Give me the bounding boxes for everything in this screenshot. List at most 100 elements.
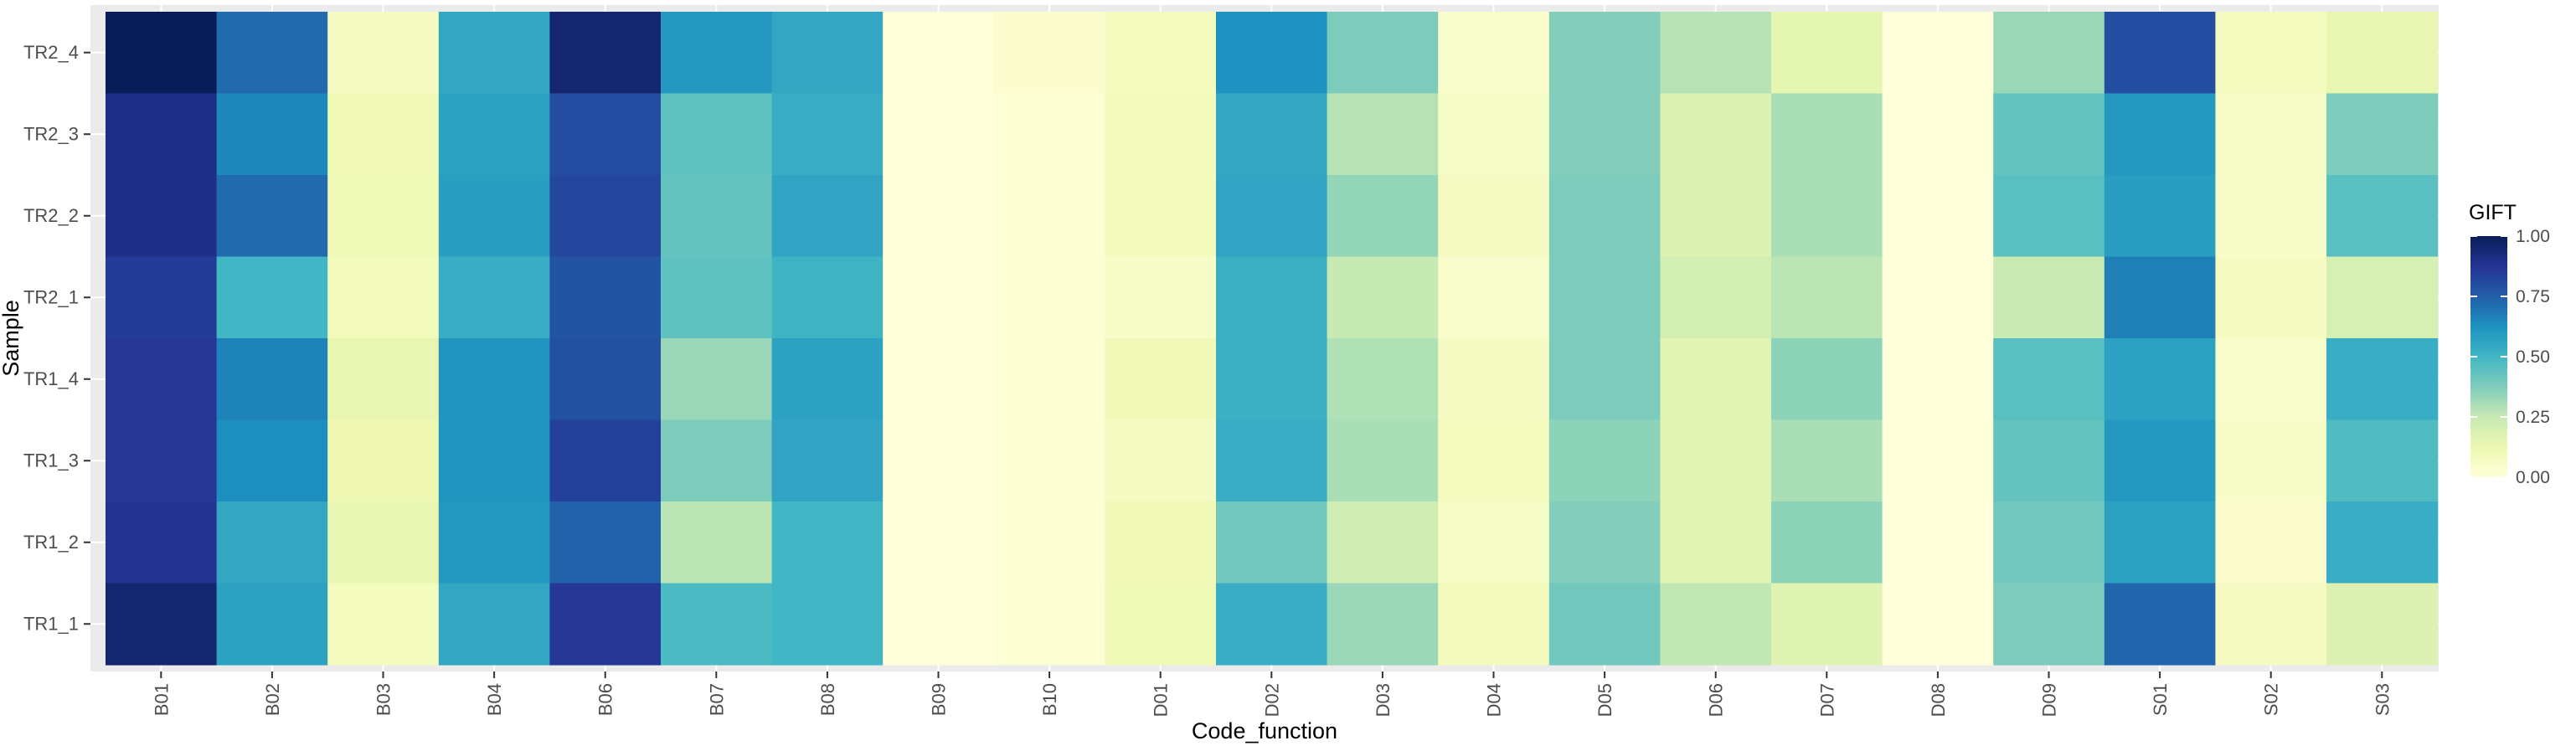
heatmap-cell-TR2_3-B08 xyxy=(771,93,884,176)
heatmap-cell-TR2_3-S03 xyxy=(2326,93,2439,176)
heatmap-cell-TR2_4-D06 xyxy=(1660,12,1772,95)
heatmap-cell-TR2_4-D04 xyxy=(1438,12,1550,95)
x-tick-label-D03: D03 xyxy=(1373,683,1394,717)
heatmap-cell-TR2_4-B06 xyxy=(549,12,662,95)
heatmap-cell-TR1_4-B01 xyxy=(106,338,218,421)
heatmap-cell-TR2_2-S01 xyxy=(2104,175,2216,258)
heatmap-cell-TR1_4-D01 xyxy=(1105,338,1217,421)
heatmap-cell-TR2_2-D03 xyxy=(1327,175,1439,258)
heatmap-cell-TR1_1-B01 xyxy=(106,583,218,666)
heatmap-cell-TR1_3-B07 xyxy=(661,419,773,502)
heatmap-cell-TR1_2-B10 xyxy=(993,502,1105,584)
heatmap-cell-TR2_1-S01 xyxy=(2104,256,2216,339)
heatmap-cell-TR2_4-D03 xyxy=(1327,12,1439,95)
y-tick-label-TR2_4: TR2_4 xyxy=(23,42,79,63)
x-tick-label-D08: D08 xyxy=(1928,683,1949,717)
heatmap-cell-TR2_2-B01 xyxy=(106,175,218,258)
y-tick-label-TR1_3: TR1_3 xyxy=(23,450,79,471)
heatmap-cell-TR1_3-B03 xyxy=(327,419,440,502)
heatmap-cell-TR1_3-S01 xyxy=(2104,419,2216,502)
heatmap-cell-TR1_3-D09 xyxy=(1993,419,2105,502)
heatmap-cell-TR2_1-D07 xyxy=(1771,256,1883,339)
heatmap-cell-TR2_2-D07 xyxy=(1771,175,1883,258)
heatmap-cell-TR1_4-B07 xyxy=(661,338,773,421)
heatmap-cell-TR1_4-D04 xyxy=(1438,338,1550,421)
heatmap-cell-TR2_4-D08 xyxy=(1882,12,1994,95)
heatmap-cell-TR2_4-B08 xyxy=(771,12,884,95)
heatmap-cell-TR2_3-B01 xyxy=(106,93,218,176)
heatmap-cell-TR2_1-B04 xyxy=(438,256,550,339)
heatmap-cell-TR2_4-D07 xyxy=(1771,12,1883,95)
heatmap-cell-TR2_2-B10 xyxy=(993,175,1105,258)
heatmap-cell-TR2_3-D07 xyxy=(1771,93,1883,176)
heatmap-cell-TR1_1-B02 xyxy=(216,583,328,666)
heatmap-cell-TR1_3-D03 xyxy=(1327,419,1439,502)
x-tick-label-D06: D06 xyxy=(1706,683,1727,717)
heatmap-cell-TR2_4-D01 xyxy=(1105,12,1217,95)
heatmap-cell-TR2_3-D05 xyxy=(1548,93,1661,176)
heatmap-cell-TR2_4-B04 xyxy=(438,12,550,95)
heatmap-cell-TR1_4-B10 xyxy=(993,338,1105,421)
heatmap-cell-TR2_2-B08 xyxy=(771,175,884,258)
heatmap-cell-TR2_3-D01 xyxy=(1105,93,1217,176)
x-tick-label-S03: S03 xyxy=(2372,683,2393,716)
x-tick-label-B08: B08 xyxy=(817,683,838,716)
x-tick-label-D05: D05 xyxy=(1595,683,1615,717)
heatmap-cell-TR1_1-D06 xyxy=(1660,583,1772,666)
heatmap-cell-TR2_3-B07 xyxy=(661,93,773,176)
heatmap-cell-TR2_1-D06 xyxy=(1660,256,1772,339)
x-tick-label-D04: D04 xyxy=(1484,683,1505,717)
heatmap-cell-TR2_1-B09 xyxy=(883,256,995,339)
heatmap-cell-TR2_3-D08 xyxy=(1882,93,1994,176)
heatmap-cell-TR1_1-D08 xyxy=(1882,583,1994,666)
x-axis-title: Code_function xyxy=(1192,718,1337,743)
x-tick-label-B04: B04 xyxy=(484,683,505,716)
heatmap-cell-TR1_1-B04 xyxy=(438,583,550,666)
heatmap-cell-TR1_2-B04 xyxy=(438,502,550,584)
heatmap-cell-TR1_2-B02 xyxy=(216,502,328,584)
heatmap-cell-TR2_4-B02 xyxy=(216,12,328,95)
heatmap-cell-TR1_4-D07 xyxy=(1771,338,1883,421)
heatmap-cell-TR1_2-D08 xyxy=(1882,502,1994,584)
heatmap-cell-TR1_3-B06 xyxy=(549,419,662,502)
heatmap-cell-TR1_4-S01 xyxy=(2104,338,2216,421)
y-axis-title: Sample xyxy=(0,300,23,377)
heatmap-cell-TR1_3-B04 xyxy=(438,419,550,502)
heatmap-cell-TR2_1-D02 xyxy=(1216,256,1328,339)
y-tick-label-TR2_2: TR2_2 xyxy=(23,205,79,226)
heatmap-cell-TR2_2-D06 xyxy=(1660,175,1772,258)
heatmap-cell-TR1_2-D02 xyxy=(1216,502,1328,584)
heatmap-cell-TR1_4-B02 xyxy=(216,338,328,421)
heatmap-cell-TR1_4-S03 xyxy=(2326,338,2439,421)
heatmap-cell-TR1_2-S01 xyxy=(2104,502,2216,584)
heatmap-cell-TR2_1-D08 xyxy=(1882,256,1994,339)
heatmap-cell-TR2_2-B02 xyxy=(216,175,328,258)
legend-label-1.00: 1.00 xyxy=(2516,227,2550,246)
heatmap-cell-TR2_1-B06 xyxy=(549,256,662,339)
heatmap-cell-TR2_4-B09 xyxy=(883,12,995,95)
heatmap-cell-TR1_1-D01 xyxy=(1105,583,1217,666)
x-tick-label-S01: S01 xyxy=(2150,683,2171,716)
heatmap-cell-TR1_4-D08 xyxy=(1882,338,1994,421)
heatmap-cell-TR2_3-D09 xyxy=(1993,93,2105,176)
heatmap-cell-TR2_2-S02 xyxy=(2215,175,2327,258)
heatmap-cell-TR1_1-D03 xyxy=(1327,583,1439,666)
x-tick-label-B10: B10 xyxy=(1039,683,1060,716)
y-tick-label-TR1_1: TR1_1 xyxy=(23,613,79,634)
heatmap-cell-TR2_2-B09 xyxy=(883,175,995,258)
heatmap-cell-TR1_1-D04 xyxy=(1438,583,1550,666)
x-tick-label-S02: S02 xyxy=(2261,683,2282,716)
heatmap-cell-TR2_1-B10 xyxy=(993,256,1105,339)
heatmap-cell-TR2_2-D01 xyxy=(1105,175,1217,258)
heatmap-cell-TR2_2-B04 xyxy=(438,175,550,258)
heatmap-cell-TR1_2-B03 xyxy=(327,502,440,584)
heatmap-cell-TR1_1-B03 xyxy=(327,583,440,666)
heatmap-cell-TR1_1-S03 xyxy=(2326,583,2439,666)
heatmap-cell-TR1_3-D08 xyxy=(1882,419,1994,502)
heatmap-cell-TR2_2-D09 xyxy=(1993,175,2105,258)
heatmap-cell-TR1_2-D01 xyxy=(1105,502,1217,584)
heatmap-cell-TR2_1-B08 xyxy=(771,256,884,339)
y-tick-label-TR2_3: TR2_3 xyxy=(23,123,79,144)
y-tick-label-TR1_2: TR1_2 xyxy=(23,532,79,553)
